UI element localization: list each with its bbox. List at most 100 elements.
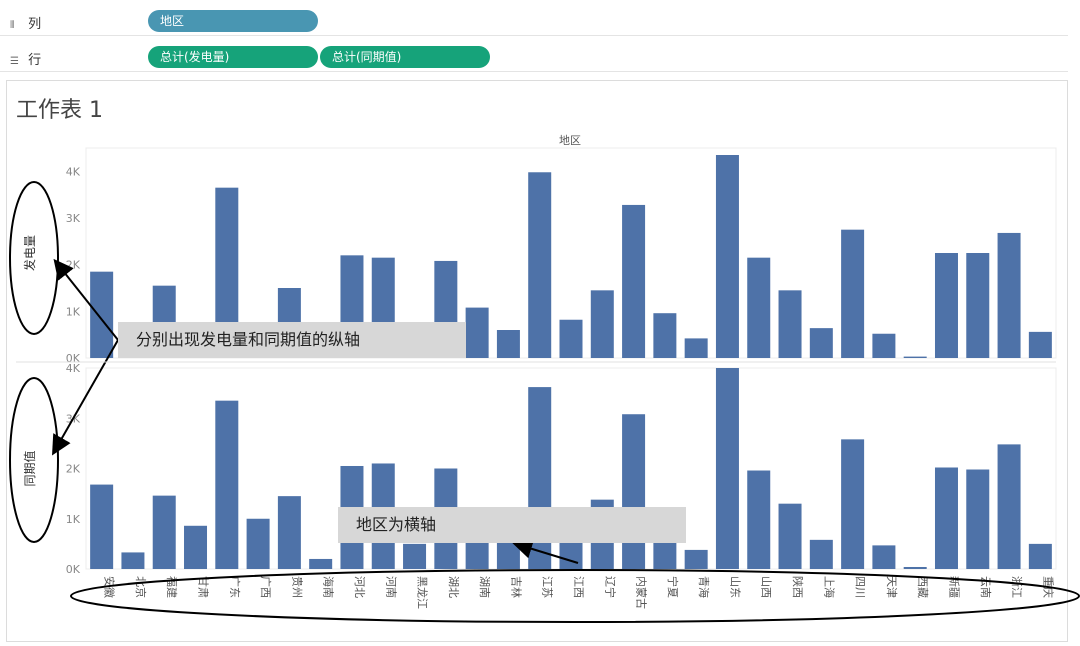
bar-四川: [841, 229, 865, 358]
y-tick-label: 2K: [66, 463, 81, 476]
arrow-to-top-axis: [53, 258, 119, 341]
prior-period-panel: 0K1K2K3K4K同期值: [22, 362, 1057, 576]
x-tick-label: 宁夏: [666, 576, 680, 598]
x-tick-label: 上海: [822, 576, 836, 598]
region-pill[interactable]: 地区: [148, 10, 318, 32]
y-tick-label: 4K: [66, 362, 81, 375]
x-tick-label: 新疆: [947, 576, 961, 598]
rows-shelf-label: ☰ 行: [10, 53, 42, 68]
bar-贵州: [277, 496, 301, 569]
x-axis-labels: 安徽 北京 福建 甘肃 广东 广西 贵州 海南 河北 河南 黑龙江 湖北 湖南 吉林 江苏 江西 辽宁 内蒙古 宁夏…: [103, 576, 1056, 609]
bar-吉林: [496, 330, 520, 358]
vertical-axes-annotation: 分别出现发电量和同期值的纵轴: [118, 322, 466, 358]
sheet-title: 工作表 1: [16, 98, 103, 123]
horizontal-axis-ellipse: [70, 569, 1080, 623]
bar-重庆: [1028, 543, 1052, 569]
bar-云南: [966, 253, 990, 358]
y-tick-label: 1K: [66, 305, 81, 318]
x-tick-label: 甘肃: [197, 576, 210, 598]
x-tick-label: 浙江: [1010, 576, 1023, 598]
bar-山东: [715, 155, 739, 358]
bar-西藏: [903, 356, 927, 358]
bar-内蒙古: [622, 204, 646, 358]
bar-山西: [747, 257, 771, 358]
bar-湖南: [465, 307, 489, 358]
bar-广东: [215, 400, 239, 569]
chart-title: 地区: [559, 134, 581, 147]
bar-天津: [872, 545, 896, 569]
bar-山东: [715, 368, 739, 569]
bar-陕西: [778, 503, 802, 569]
x-tick-label: 海南: [322, 576, 336, 598]
bar-黑龙江: [403, 543, 427, 569]
x-tick-label: 内蒙古: [635, 576, 649, 609]
prior-period-pill[interactable]: 总计(同期值): [320, 46, 490, 68]
y-tick-label: 3K: [66, 212, 81, 225]
x-tick-label: 河北: [353, 576, 366, 598]
bar-北京: [121, 552, 145, 569]
horizontal-axis-annotation: 地区为横轴: [338, 507, 686, 543]
series-axis-label: 发电量: [22, 235, 37, 271]
vertical-axis-ellipse-top: [9, 181, 59, 335]
x-tick-label: 辽宁: [603, 576, 617, 598]
bar-海南: [309, 558, 333, 569]
bar-重庆: [1028, 331, 1052, 358]
x-tick-label: 四川: [854, 576, 867, 598]
bar-青海: [684, 549, 708, 569]
bar-安徽: [90, 271, 114, 358]
bar-四川: [841, 439, 865, 569]
bar-甘肃: [184, 525, 208, 569]
bar-青海: [684, 338, 708, 358]
x-tick-label: 吉林: [509, 576, 523, 598]
x-tick-label: 天津: [885, 576, 898, 598]
x-tick-label: 广西: [259, 576, 272, 598]
arrow-to-bottom-axis: [52, 339, 119, 456]
bar-浙江: [997, 232, 1021, 358]
x-tick-label: 江苏: [541, 576, 554, 598]
bar-西藏: [903, 566, 927, 569]
bar-广东: [215, 187, 239, 358]
columns-shelf: ⦀ 列 地区: [0, 6, 1068, 36]
bar-广西: [246, 518, 270, 569]
rows-icon: ☰: [10, 56, 19, 67]
bar-上海: [809, 328, 833, 358]
x-tick-label: 陕西: [791, 576, 805, 598]
series-axis-label: 同期值: [22, 450, 37, 486]
y-tick-label: 2K: [66, 259, 81, 272]
x-tick-label: 湖南: [478, 576, 491, 598]
x-tick-label: 江西: [572, 576, 585, 598]
bar-辽宁: [590, 290, 614, 358]
y-tick-label: 0K: [66, 563, 81, 576]
x-tick-label: 山西: [760, 576, 773, 598]
x-tick-label: 山东: [728, 576, 741, 598]
vertical-axis-ellipse-bottom: [9, 377, 59, 543]
bar-山西: [747, 470, 771, 569]
x-tick-label: 北京: [134, 576, 148, 598]
x-tick-label: 河南: [384, 576, 397, 598]
bar-江西: [559, 319, 583, 358]
bar-内蒙古: [622, 414, 646, 569]
x-tick-label: 青海: [697, 576, 711, 598]
bar-浙江: [997, 444, 1021, 569]
arrow-to-x-axis: [512, 539, 579, 564]
x-tick-label: 云南: [979, 576, 992, 598]
columns-icon: ⦀: [10, 20, 15, 31]
x-tick-label: 西藏: [916, 576, 929, 598]
bar-新疆: [934, 253, 958, 358]
columns-shelf-label: ⦀ 列: [10, 17, 42, 32]
y-tick-label: 4K: [66, 165, 81, 178]
bar-上海: [809, 539, 833, 569]
y-tick-label: 1K: [66, 513, 81, 526]
bar-江苏: [528, 172, 552, 358]
x-tick-label: 湖北: [447, 576, 460, 598]
x-tick-label: 黑龙江: [416, 576, 429, 609]
bar-新疆: [934, 467, 958, 569]
x-tick-label: 贵州: [290, 576, 303, 598]
generation-pill[interactable]: 总计(发电量): [148, 46, 318, 68]
annotation-shapes: [9, 181, 1080, 623]
bar-宁夏: [653, 313, 677, 358]
x-tick-label: 广东: [228, 576, 241, 598]
rows-shelf: ☰ 行 总计(发电量) 总计(同期值): [0, 42, 1068, 72]
bar-陕西: [778, 290, 802, 358]
bar-福建: [152, 495, 176, 569]
